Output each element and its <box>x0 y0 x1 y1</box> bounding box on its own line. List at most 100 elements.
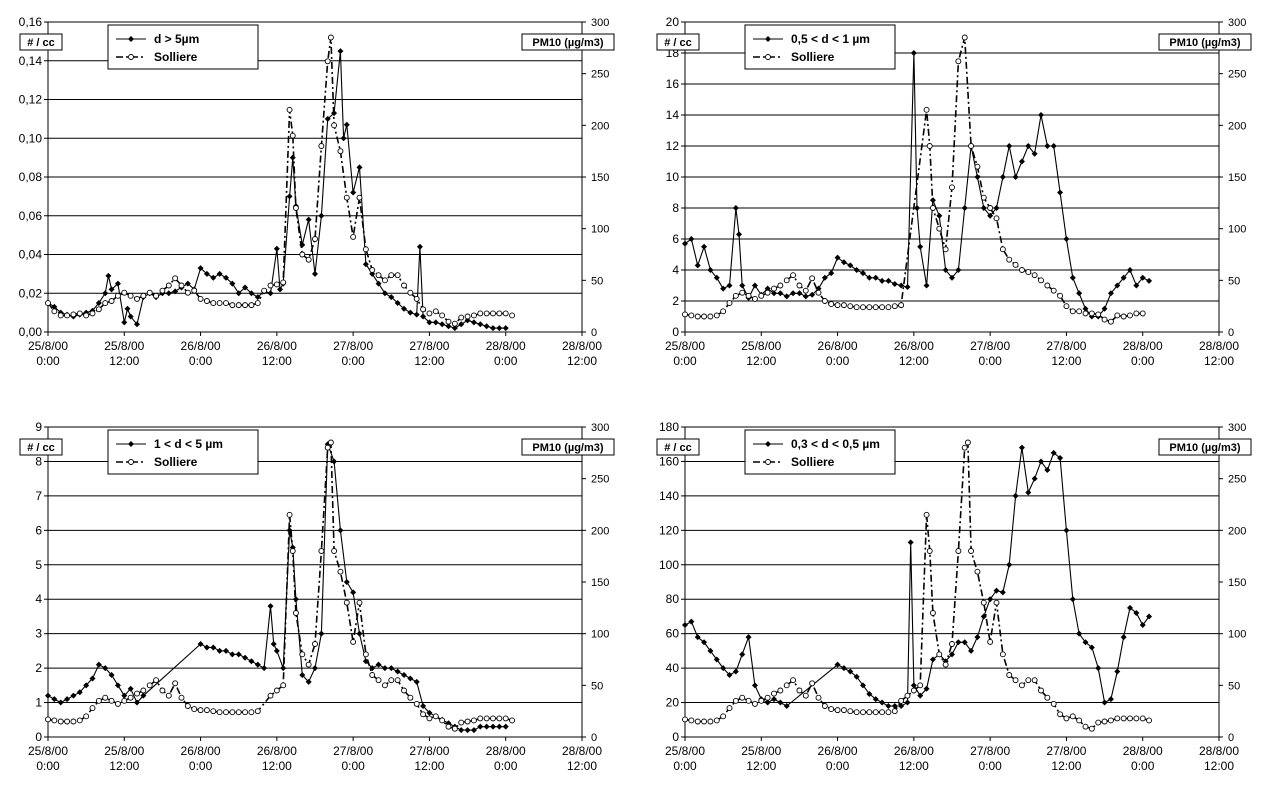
legend-marker-particles <box>128 36 134 42</box>
particle-point <box>834 661 841 668</box>
left-tick-label: 100 <box>659 558 679 572</box>
solliere-point <box>191 287 198 294</box>
solliere-point <box>764 289 771 296</box>
particle-point <box>134 321 140 328</box>
solliere-point <box>999 651 1006 658</box>
x-tick-label-line: 27/8/00 <box>333 744 373 758</box>
solliere-point <box>974 163 981 170</box>
solliere-point <box>178 694 185 701</box>
particle-point <box>114 280 121 287</box>
particle-point <box>732 205 739 211</box>
right-tick-label: 50 <box>1228 680 1240 692</box>
particle-point <box>739 282 746 289</box>
legend-label-solliere: Solliere <box>791 455 835 469</box>
legend-label-particles: 0,3 < d < 0,5 µm <box>791 437 880 451</box>
particle-point <box>121 319 128 326</box>
x-tick-label-line: 28/8/00 <box>1199 744 1239 758</box>
particle-point <box>1031 475 1038 482</box>
solliere-point <box>771 690 777 697</box>
solliere-point <box>153 677 160 684</box>
particle-point <box>732 668 739 675</box>
solliere-point <box>490 715 496 722</box>
solliere-point <box>853 709 860 716</box>
particle-point <box>407 309 414 316</box>
particle-point <box>783 293 790 300</box>
particle-point <box>165 290 172 297</box>
chart-panel-0-5-1um: 0 2 4 6 8 10 12 14 16 18 20 0 50 100 150 200 250 300 25/8/… <box>637 0 1267 395</box>
solliere-point <box>739 289 746 296</box>
solliere-point <box>127 694 134 701</box>
particle-point <box>337 48 344 55</box>
particle-point <box>987 596 994 603</box>
legend-marker-particles <box>765 441 771 447</box>
solliere-point <box>1031 272 1038 279</box>
solliere-point <box>682 716 688 723</box>
right-tick-label: 200 <box>1228 120 1246 132</box>
solliere-point <box>860 709 866 716</box>
solliere-point <box>1095 311 1102 318</box>
left-unit-box <box>19 33 63 51</box>
particle-point <box>707 647 714 654</box>
left-unit-label: # / cc <box>656 33 700 51</box>
legend-box <box>107 24 259 70</box>
particle-point <box>45 692 51 699</box>
particle-point <box>917 692 924 699</box>
particle-point <box>273 245 280 252</box>
right-tick-label: 50 <box>591 275 603 287</box>
x-tick-label-line: 26/8/00 <box>257 744 297 758</box>
solliere-point <box>853 304 860 311</box>
solliere-point <box>289 548 296 554</box>
solliere-point <box>261 287 268 294</box>
particle-point <box>860 682 866 689</box>
x-tick-label: 25/8/00 0:00 <box>28 744 68 773</box>
right-unit-text: PM10 (µg/m3) <box>1169 442 1240 454</box>
solliere-point <box>121 697 128 704</box>
x-tick-label-line: 27/8/00 <box>333 339 373 353</box>
solliere-point <box>802 692 809 699</box>
x-tick-label-line: 26/8/00 <box>181 339 221 353</box>
x-tick-label: 27/8/00 0:00 <box>333 339 373 368</box>
solliere-point <box>955 58 962 65</box>
solliere-point <box>1018 267 1025 273</box>
right-tick-label: 50 <box>1228 275 1240 287</box>
particle-point <box>1050 143 1057 149</box>
solliere-point <box>134 690 140 697</box>
solliere-point <box>203 298 210 304</box>
particle-point <box>802 293 809 300</box>
particle-point <box>771 290 777 297</box>
solliere-point <box>840 302 847 309</box>
particle-point <box>1114 282 1121 289</box>
right-tick-label: 150 <box>591 172 609 184</box>
x-tick-label: 28/8/00 12:00 <box>562 339 602 368</box>
x-tick-label-line: 0:00 <box>673 759 697 773</box>
legend-label-solliere: Solliere <box>154 455 198 469</box>
particle-point <box>267 603 274 610</box>
particle-point <box>783 703 790 709</box>
x-tick-label-line: 26/8/00 <box>181 744 221 758</box>
left-tick-label: 8 <box>35 454 42 468</box>
solliere-point <box>83 312 90 319</box>
x-tick-label-line: 26/8/00 <box>257 339 297 353</box>
particle-point <box>834 254 841 261</box>
solliere-point <box>910 687 917 694</box>
particle-point <box>134 699 140 706</box>
solliere-point <box>178 282 185 289</box>
x-tick-label-line: 28/8/00 <box>486 339 526 353</box>
particle-point <box>350 189 357 196</box>
solliere-point <box>203 707 210 714</box>
solliere-point <box>305 256 312 263</box>
particle-point <box>840 259 847 266</box>
solliere-point <box>726 300 733 307</box>
solliere-point <box>51 717 58 724</box>
x-tick-label-line: 0:00 <box>494 759 518 773</box>
solliere-point <box>885 709 892 716</box>
legend-label-solliere: Solliere <box>791 50 835 64</box>
solliere-point <box>70 311 77 318</box>
solliere-point <box>783 682 790 689</box>
legend-box <box>107 429 259 475</box>
solliere-point <box>267 282 274 289</box>
solliere-point <box>483 715 490 722</box>
solliere-point <box>458 719 465 726</box>
particle-point <box>490 325 496 332</box>
